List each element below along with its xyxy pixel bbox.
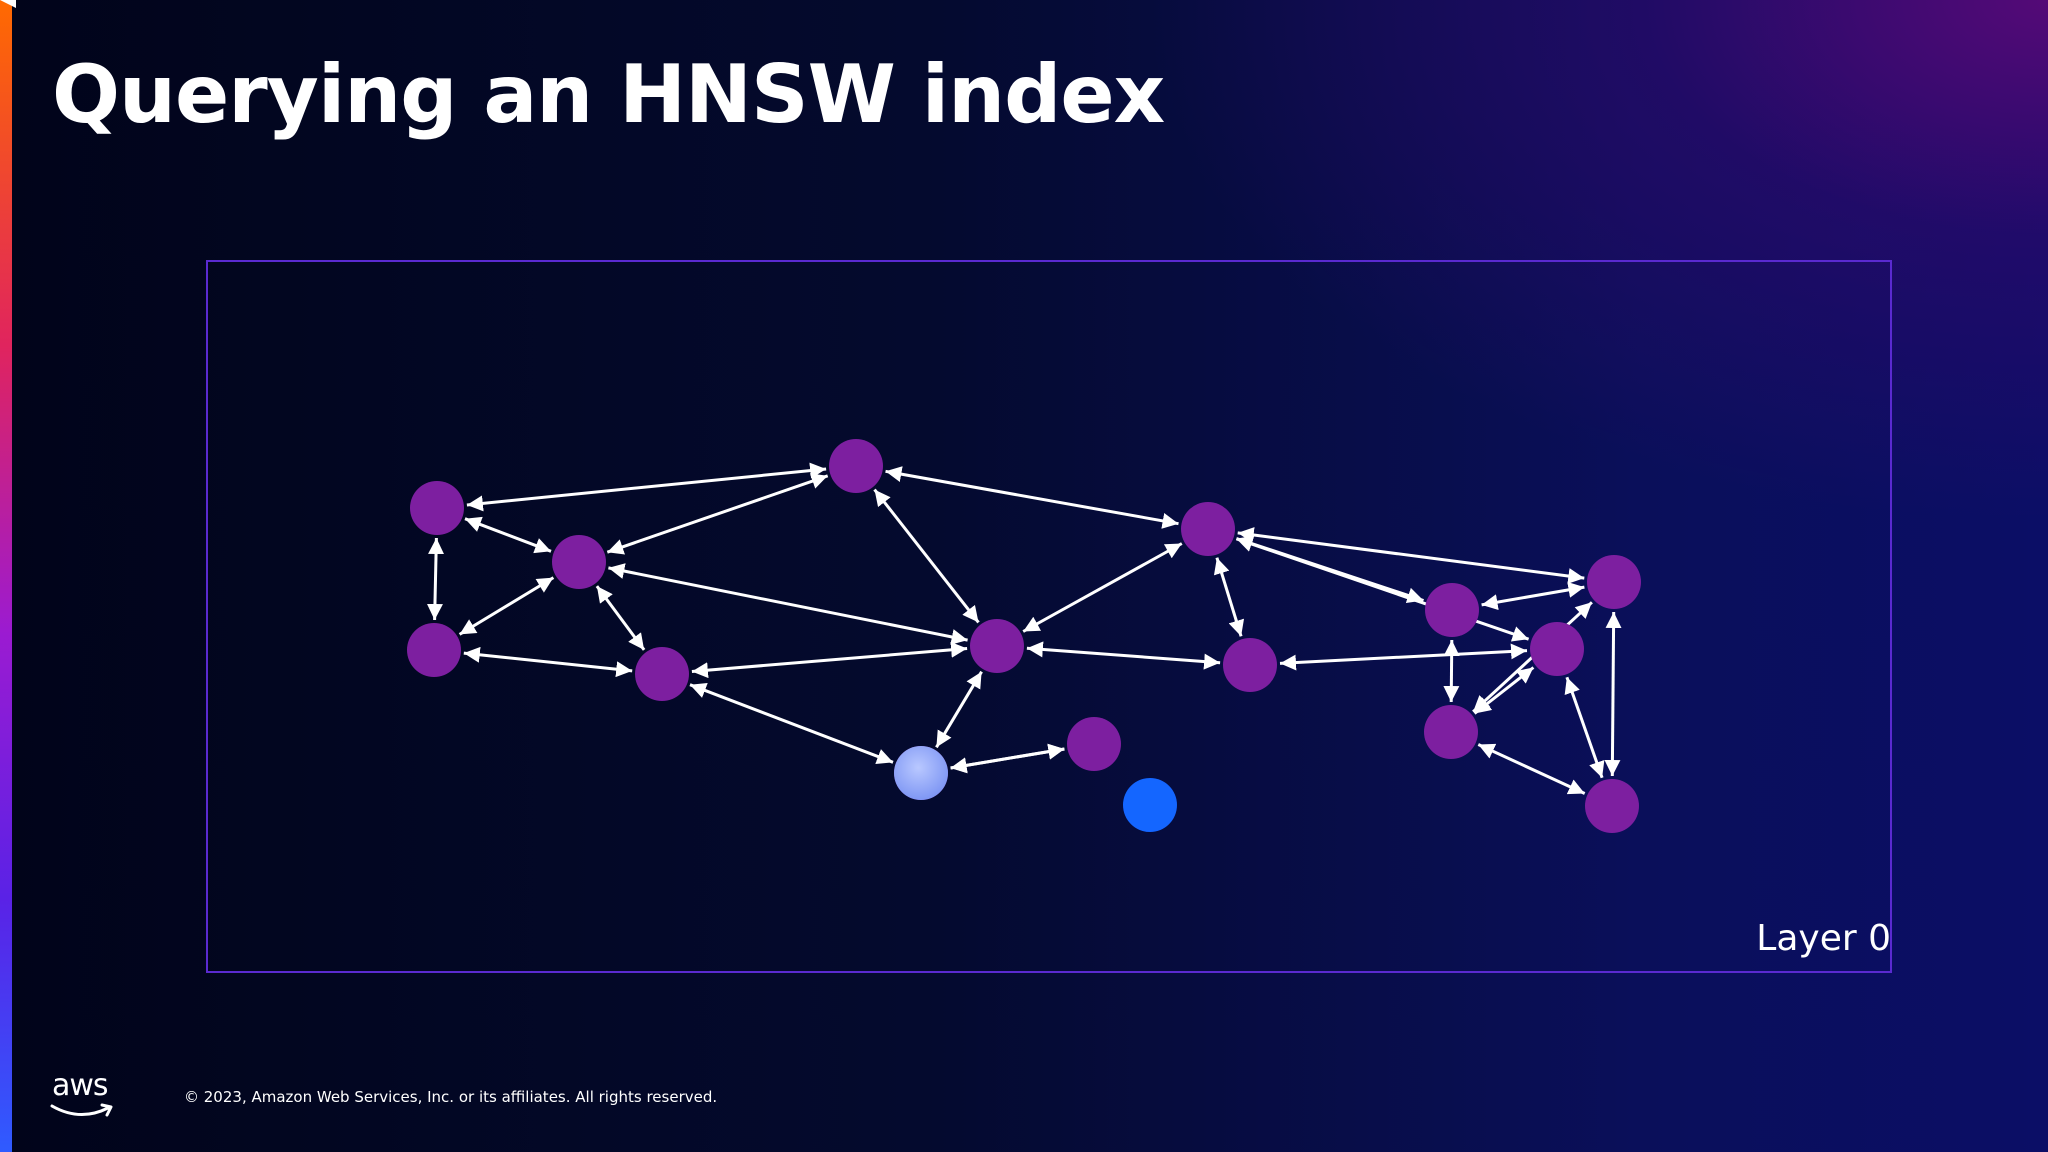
graph-node-n [1424, 705, 1478, 759]
graph-node-e [635, 647, 689, 701]
edge-a-b [464, 516, 552, 554]
aws-logo: aws [50, 1068, 116, 1120]
layer-label: Layer 0 [1756, 918, 1891, 959]
edge-a-c [466, 462, 827, 512]
accent-bar [0, 0, 12, 1152]
graph-node-f [1067, 717, 1121, 771]
edge-h-m [1235, 536, 1530, 642]
edge-i-m [1279, 643, 1528, 671]
slide-title: Querying an HNSW index [52, 48, 1165, 141]
graph-node-a [410, 481, 464, 535]
edge-b-e [595, 585, 646, 651]
graph-node-m [1530, 622, 1584, 676]
entry-point-node [894, 746, 948, 800]
edge-a-d [426, 537, 445, 621]
edge-m-o [1564, 676, 1605, 779]
layer-0-frame [206, 260, 1892, 973]
graph-node-o [1585, 779, 1639, 833]
graph-node-c [829, 439, 883, 493]
graph-node-b [552, 535, 606, 589]
copyright-text: © 2023, Amazon Web Services, Inc. or its… [184, 1088, 718, 1106]
edge-d-e [463, 646, 633, 678]
edge-f-p [950, 743, 1065, 774]
edge-b-d [458, 576, 555, 636]
graph-node-i [1223, 638, 1277, 692]
edge-k-l [1481, 581, 1585, 611]
edge-g-i [1026, 641, 1221, 670]
edges-layer [0, 0, 1622, 795]
edge-g-j [935, 670, 983, 749]
graph-node-d [407, 623, 461, 677]
graph-node-h [1181, 502, 1235, 556]
query-vector-node [1123, 778, 1177, 832]
edge-h-i [1213, 557, 1245, 637]
edge-k-n [1443, 639, 1460, 703]
edge-b-g [608, 563, 968, 645]
aws-logo-text: aws [52, 1068, 109, 1103]
edge-n-o [1477, 743, 1586, 795]
aws-smile-icon [50, 1103, 113, 1117]
graph-node-k [1425, 583, 1479, 637]
edge-b-c [606, 473, 829, 555]
edge-g-h [1022, 542, 1183, 633]
edge-l-o [1604, 611, 1622, 777]
graph-node-l [1587, 555, 1641, 609]
edge-j-e [689, 682, 894, 765]
edge-c-h [885, 466, 1179, 529]
edge-g-e [691, 641, 968, 679]
edge-c-g [873, 488, 980, 624]
graph-node-g [970, 619, 1024, 673]
edge-n-m [1473, 666, 1535, 715]
nodes-layer [407, 439, 1641, 833]
